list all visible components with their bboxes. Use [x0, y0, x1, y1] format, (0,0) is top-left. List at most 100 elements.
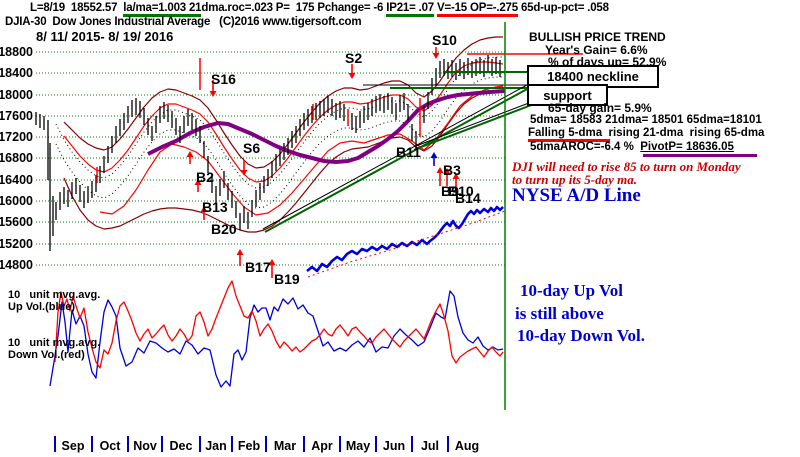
down-vol-line [54, 280, 504, 369]
s16-arrow-head [209, 91, 217, 97]
signal-label-s6: S6 [243, 140, 260, 156]
indicator-header-segment: 65d-up-pct= .058 [517, 2, 609, 14]
nyse-ad-line [306, 205, 504, 273]
b3-arrow-a-head [436, 167, 444, 173]
b3-blue-arrow-head [430, 152, 438, 158]
upper-red-band [63, 61, 504, 183]
lower-maroon-band [63, 89, 504, 233]
dma-trends-label: Falling 5-dma rising 21-dma rising 65-dm… [528, 127, 764, 139]
b17-arrow-a-head [236, 249, 244, 255]
y-axis-label: 18400 [0, 66, 33, 80]
y-axis-label: 15200 [0, 237, 33, 251]
65dma-purple [147, 89, 506, 164]
trendline-green-2 [415, 100, 543, 150]
y-axis-label: 17600 [0, 109, 33, 123]
y-axis-label: 18800 [0, 45, 33, 59]
aroc-text: 5dmaAROC=-6.4 % [530, 141, 641, 153]
signal-label-b10: B10 [448, 183, 474, 199]
downvol-legend-line1: 10 unit mvg.avg. [8, 337, 101, 349]
upvol-legend: 10 unit mvg.avg. Up Vol.(blue) [8, 289, 100, 313]
month-label: Mar [274, 439, 296, 453]
upvol-note-line2: is still above [515, 304, 604, 323]
b13-arrow-head [200, 206, 208, 212]
month-label: Nov [133, 439, 157, 453]
signal-label-b11: B11 [396, 144, 421, 160]
aroc-pivot-label: 5dmaAROC=-6.4 % PivotP= 18636.05 [530, 141, 734, 153]
b2-arrow-b-head [194, 179, 202, 185]
ad-trend-dotted [307, 210, 506, 278]
neckline-callout-text: 18400 neckline [547, 69, 639, 84]
s6-arrow-head [240, 170, 248, 176]
dji-note-line1: DJI will need to rise 85 to turn on Mond… [512, 159, 741, 174]
dma-values-label: 5dma= 18583 21dma= 18501 65dma=18101 [530, 114, 762, 126]
s10-arrow-head [432, 53, 440, 59]
month-label: Jun [383, 439, 405, 453]
month-label: Aug [455, 439, 479, 453]
s2-arrow-head [348, 73, 356, 79]
support-callout-text: support [543, 87, 592, 103]
b17-arrow-b-head [268, 259, 276, 265]
month-label: Apr [311, 439, 333, 453]
falling-5dma-text: Falling 5-dma [528, 127, 603, 139]
downvol-legend: 10 unit mvg.avg. Down Vol.(red) [8, 337, 100, 361]
month-label: Jul [421, 439, 439, 453]
dotted-mid-band-lower [55, 76, 503, 209]
y-axis-label: 16000 [0, 194, 33, 208]
month-label: Oct [100, 439, 122, 453]
y-axis-label: 17200 [0, 130, 33, 144]
month-label: Jan [205, 439, 227, 453]
y-axis-label: 18000 [0, 88, 33, 102]
y-axis-label: 16800 [0, 151, 33, 165]
signal-label-s16: S16 [211, 71, 236, 87]
month-label: Feb [238, 439, 261, 453]
y-axis-label: 14800 [0, 258, 33, 272]
downvol-legend-line2: Down Vol.(red) [8, 349, 85, 361]
b3-arrow-b-head [443, 168, 451, 174]
trend-status-label: BULLISH PRICE TREND [529, 30, 666, 44]
month-label: Dec [170, 439, 193, 453]
symbol-title: DJIA-30 Dow Jones Industrial Average (C)… [5, 16, 362, 28]
ad-line-label: NYSE A/D Line [512, 185, 641, 206]
gain-65d-label: 65-day gain= 5.9% [548, 101, 652, 115]
indicator-header-line: L=8/19 18552.57 la/ma=1.003 21dma.roc=.0… [30, 2, 609, 17]
years-gain-label: Year's Gain= 6.6% [545, 43, 648, 57]
upvol-legend-line1: 10 unit mvg.avg. [8, 289, 101, 301]
trendline-black-2 [415, 97, 543, 147]
up-vol-line [49, 290, 504, 388]
signal-label-b2: B2 [196, 169, 214, 185]
month-label: May [346, 439, 370, 453]
b3-arrow-c-head [452, 173, 460, 179]
pivot-text: PivotP= 18636.05 [640, 141, 734, 153]
trendline-green-1 [264, 81, 541, 233]
y-axis-label: 16400 [0, 173, 33, 187]
indicator-header-segment: L=8/19 18552.57 [30, 2, 124, 14]
support-callout-box: support [527, 84, 608, 106]
signal-label-b13: B13 [202, 199, 228, 215]
falling-5dma-underline [528, 139, 610, 142]
indicator-header-segment: IP21= .07 [386, 2, 434, 17]
signal-label-b19: B19 [274, 271, 300, 287]
indicator-header-segment: la/ma=1.003 21 [123, 2, 202, 17]
signal-label-b9: B9 [441, 183, 459, 199]
rising-dma-text: rising 21-dma rising 65-dma [602, 127, 765, 139]
y-axis-label: 15600 [0, 215, 33, 229]
dotted-mid-band-upper [55, 56, 503, 189]
neckline-callout-box: 18400 neckline [527, 65, 659, 88]
signal-label-b14: B14 [455, 190, 481, 206]
signal-label-b17: B17 [245, 259, 271, 275]
upvol-legend-line2: Up Vol.(blue) [8, 301, 76, 313]
date-range-title: 8/ 11/ 2015- 8/ 19/ 2016 [36, 29, 174, 44]
indicator-header-segment: V=-15 OP=-.275 [437, 2, 518, 17]
pivot-underline [643, 154, 757, 157]
upvol-note-line1: 10-day Up Vol [520, 281, 623, 300]
signal-label-b20: B20 [211, 221, 237, 237]
lower-red-band [99, 85, 504, 216]
upvol-note-line3: 10-day Down Vol. [517, 326, 646, 345]
dji-note-line2: to turn up its 5-day ma. [512, 172, 637, 187]
signal-label-s2: S2 [345, 50, 362, 66]
b2-arrow-a-head [186, 151, 194, 157]
signal-label-s10: S10 [432, 32, 457, 48]
signal-label-b3: B3 [443, 162, 461, 178]
